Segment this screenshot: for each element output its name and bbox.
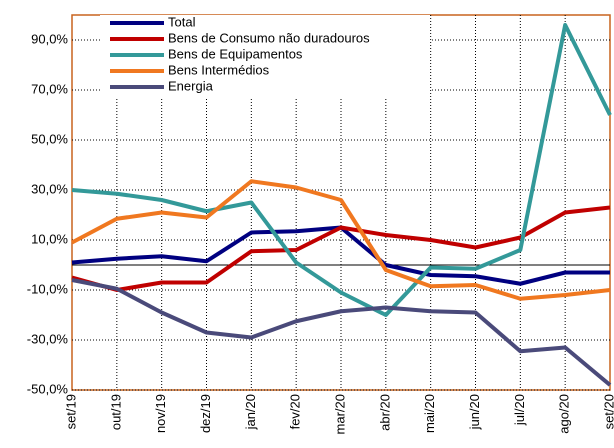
legend-label: Bens Intermédios — [168, 62, 270, 77]
y-tick-label: 90,0% — [31, 31, 68, 46]
legend-label: Bens de Consumo não duradouros — [168, 30, 370, 45]
legend-label: Energia — [168, 78, 214, 93]
x-tick-label: nov/19 — [153, 394, 168, 433]
x-tick-label: jul/20 — [512, 394, 527, 426]
series-line — [71, 205, 611, 292]
x-tick-label: out/19 — [108, 394, 123, 430]
legend-label: Total — [168, 14, 196, 29]
x-tick-label: set/20 — [601, 394, 614, 429]
x-tick-label: mar/20 — [332, 394, 347, 434]
series-line — [71, 23, 612, 317]
legend-label: Bens de Equipamentos — [168, 46, 303, 61]
x-tick-label: mai/20 — [422, 394, 437, 433]
y-tick-label: -10,0% — [27, 281, 69, 296]
y-tick-label: -30,0% — [27, 331, 69, 346]
x-tick-label: ago/20 — [557, 394, 572, 434]
x-tick-label: fev/20 — [288, 394, 303, 429]
x-tick-label: jan/20 — [243, 394, 258, 430]
y-tick-label: -50,0% — [27, 381, 69, 396]
x-tick-label: set/19 — [63, 394, 78, 429]
x-tick-label: abr/20 — [377, 394, 392, 431]
x-tick-label: jun/20 — [467, 394, 482, 430]
y-tick-label: 10,0% — [31, 231, 68, 246]
series-line — [71, 278, 612, 387]
y-tick-label: 30,0% — [31, 181, 68, 196]
series-line — [71, 179, 611, 301]
y-tick-label: 70,0% — [31, 81, 68, 96]
y-tick-label: 50,0% — [31, 131, 68, 146]
x-tick-label: dez/19 — [198, 394, 213, 433]
